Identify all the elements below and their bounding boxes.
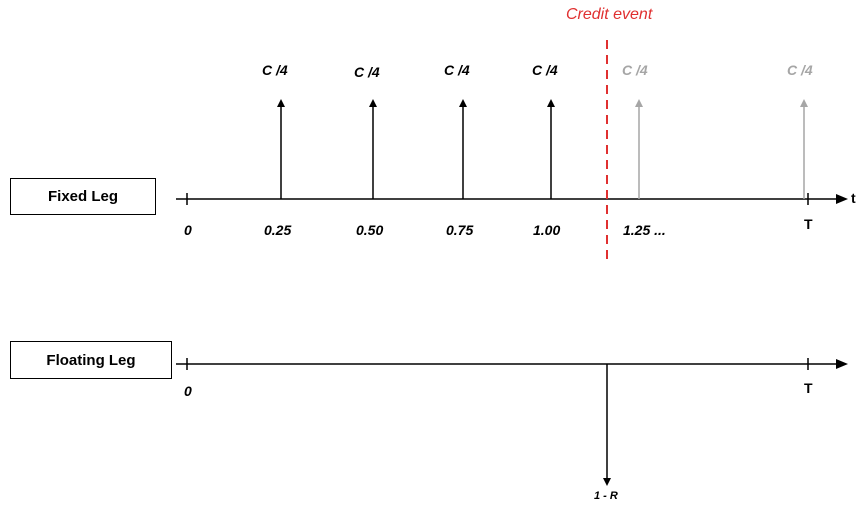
floating-leg-origin-label: 0 xyxy=(184,383,192,399)
credit-event-label: Credit event xyxy=(566,6,653,23)
floating-leg-label: Floating Leg xyxy=(10,341,172,379)
coupon-amount-label: C /4 xyxy=(444,62,470,78)
fixed-leg-end-label: T xyxy=(804,216,813,232)
coupon-amount-label: C /4 xyxy=(262,62,288,78)
floating-leg-end-label: T xyxy=(804,380,813,396)
fixed-leg-origin-label: 0 xyxy=(184,222,192,238)
time-label: 0.75 xyxy=(446,222,474,238)
coupon-amount-label: C /4 xyxy=(532,62,558,78)
time-label: 0.25 xyxy=(264,222,292,238)
fixed-leg-axis-label: t xyxy=(851,190,856,206)
time-label: 1.25 ... xyxy=(623,222,666,238)
fixed-leg-axis-arrowhead xyxy=(836,194,848,204)
floating-leg-axis-arrowhead xyxy=(836,359,848,369)
time-label: 0.50 xyxy=(356,222,384,238)
protection-payment-label: 1 - R xyxy=(594,490,618,502)
coupon-amount-label: C /4 xyxy=(622,62,648,78)
coupon-amount-label: C /4 xyxy=(787,62,813,78)
coupon-amount-label: C /4 xyxy=(354,64,380,80)
time-label: 1.00 xyxy=(533,222,561,238)
fixed-leg-label: Fixed Leg xyxy=(10,178,156,215)
